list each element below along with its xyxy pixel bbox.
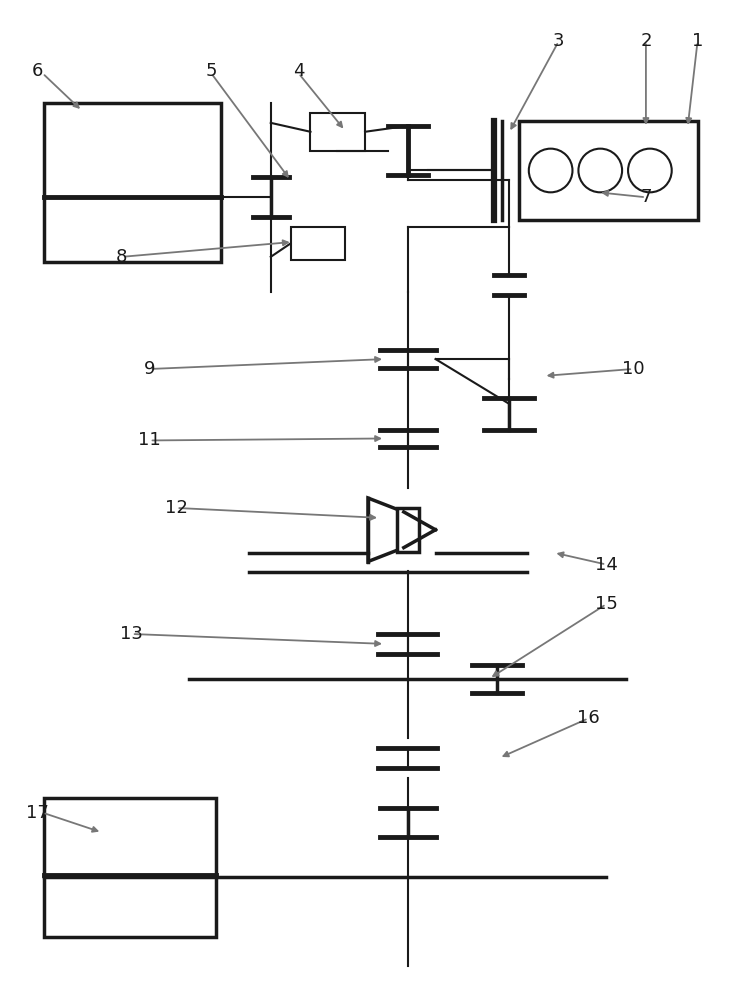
Bar bbox=[310, 113, 365, 151]
Text: 9: 9 bbox=[144, 360, 156, 378]
Text: 10: 10 bbox=[622, 360, 645, 378]
Text: 13: 13 bbox=[120, 625, 143, 643]
Bar bbox=[44, 798, 216, 937]
Text: 7: 7 bbox=[640, 188, 651, 206]
Bar bbox=[44, 103, 221, 262]
Text: 4: 4 bbox=[293, 62, 305, 80]
Bar bbox=[290, 227, 345, 260]
Text: 11: 11 bbox=[139, 431, 161, 449]
Circle shape bbox=[579, 149, 622, 192]
Text: 16: 16 bbox=[577, 709, 599, 727]
Text: 6: 6 bbox=[32, 62, 43, 80]
Text: 8: 8 bbox=[116, 248, 127, 266]
Text: 14: 14 bbox=[595, 556, 618, 574]
Text: 15: 15 bbox=[595, 595, 618, 613]
Text: 12: 12 bbox=[165, 499, 188, 517]
Bar bbox=[396, 508, 419, 552]
Text: 2: 2 bbox=[640, 32, 651, 50]
Circle shape bbox=[628, 149, 672, 192]
Bar bbox=[519, 121, 697, 220]
Text: 3: 3 bbox=[553, 32, 565, 50]
Text: 17: 17 bbox=[26, 804, 49, 822]
Circle shape bbox=[529, 149, 573, 192]
Polygon shape bbox=[368, 498, 404, 562]
Text: 5: 5 bbox=[205, 62, 217, 80]
Text: 1: 1 bbox=[692, 32, 703, 50]
